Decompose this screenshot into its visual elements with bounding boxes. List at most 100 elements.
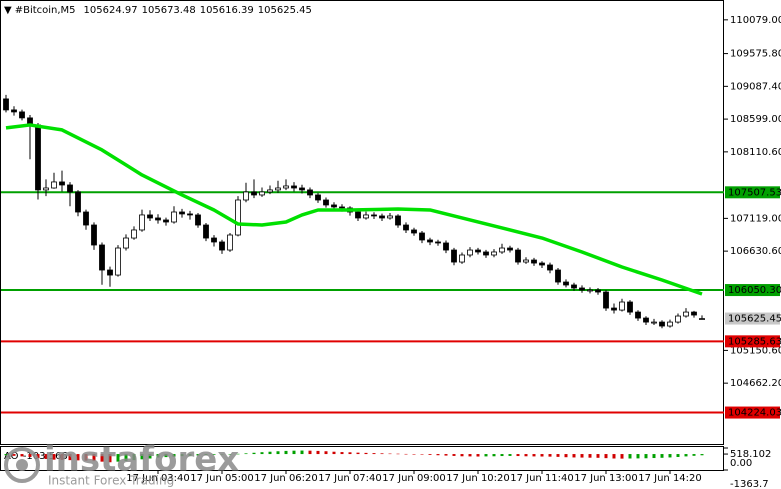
indicator-frame bbox=[0, 446, 724, 471]
header-high: 105673.48 bbox=[142, 5, 196, 16]
candle-body bbox=[363, 214, 369, 219]
candle-body bbox=[483, 251, 489, 256]
candle-body bbox=[603, 291, 609, 309]
indicator-bar bbox=[700, 454, 704, 456]
candle-body bbox=[139, 214, 145, 231]
indicator-bar bbox=[436, 454, 440, 456]
candle-body bbox=[659, 321, 665, 327]
candle-body bbox=[299, 187, 305, 191]
indicator-bar bbox=[500, 454, 504, 457]
level-label-box bbox=[725, 284, 780, 297]
header-open: 105624.97 bbox=[84, 5, 138, 16]
candle-body bbox=[11, 109, 17, 113]
y-tick-label: 110079.00 bbox=[730, 15, 781, 26]
level-label-box bbox=[725, 406, 780, 419]
indicator-bar bbox=[636, 454, 640, 459]
indicator-bar bbox=[404, 453, 408, 455]
x-tick-label: 17 Jun 03:40 bbox=[126, 473, 190, 484]
candle-body bbox=[243, 191, 249, 201]
indicator-bar bbox=[148, 454, 152, 459]
indicator-bar bbox=[364, 452, 368, 455]
indicator-bar bbox=[692, 454, 696, 456]
candle-body bbox=[587, 289, 593, 292]
x-tick-label: 17 Jun 10:20 bbox=[446, 473, 510, 484]
y-tick-label: 106630.60 bbox=[730, 246, 781, 257]
indicator-bar bbox=[84, 454, 88, 461]
indicator-bar bbox=[668, 454, 672, 458]
level-label: 106050.30 bbox=[728, 285, 781, 296]
indicator-bar bbox=[260, 452, 264, 455]
indicator-tick-label: 518.102 bbox=[730, 449, 771, 460]
y-tick-label: 109087.40 bbox=[730, 81, 781, 92]
indicator-bar bbox=[540, 454, 544, 457]
level-label-box bbox=[725, 186, 780, 199]
y-tick-label: 108110.60 bbox=[730, 147, 781, 158]
candle-body bbox=[419, 232, 425, 241]
indicator-bar bbox=[644, 454, 648, 459]
indicator-name: AO bbox=[4, 451, 19, 462]
candle-body bbox=[515, 249, 521, 263]
indicator-bar bbox=[556, 454, 560, 457]
indicator-bar bbox=[284, 450, 288, 455]
watermark-brand: instaforex bbox=[44, 440, 239, 480]
candle-body bbox=[699, 318, 705, 320]
candle-body bbox=[371, 214, 377, 217]
candle-body bbox=[563, 281, 569, 286]
indicator-bar bbox=[620, 454, 624, 459]
indicator-bar bbox=[420, 454, 424, 455]
indicator-bar bbox=[476, 454, 480, 457]
candle-body bbox=[635, 311, 641, 319]
indicator-bar bbox=[276, 451, 280, 455]
indicator-bar bbox=[188, 454, 192, 456]
candle-body bbox=[155, 217, 161, 221]
indicator-bar bbox=[292, 450, 296, 455]
indicator-bar bbox=[124, 454, 128, 462]
indicator-bar bbox=[268, 451, 272, 455]
indicator-bar bbox=[180, 454, 184, 457]
indicator-bar bbox=[244, 453, 248, 455]
indicator-bar bbox=[652, 454, 656, 459]
indicator-bar bbox=[60, 454, 64, 460]
indicator-bar bbox=[684, 454, 688, 457]
candle-body bbox=[323, 199, 329, 206]
candle-body bbox=[43, 187, 49, 191]
candle-body bbox=[307, 189, 313, 196]
indicator-bar bbox=[44, 454, 48, 459]
candle-body bbox=[3, 98, 9, 111]
candle-body bbox=[115, 247, 121, 276]
level-label-box bbox=[725, 335, 780, 348]
candle-body bbox=[75, 191, 81, 213]
candle-body bbox=[539, 262, 545, 266]
indicator-bar bbox=[372, 453, 376, 455]
candle-body bbox=[683, 311, 689, 317]
main-frame bbox=[0, 0, 724, 445]
y-tick-label: 108599.00 bbox=[730, 114, 781, 125]
price-label-box bbox=[725, 312, 780, 325]
indicator-bar bbox=[452, 454, 456, 456]
indicator-bar bbox=[348, 452, 352, 455]
indicator-bar bbox=[676, 454, 680, 457]
indicator-bar bbox=[628, 454, 632, 459]
candle-body bbox=[315, 194, 321, 201]
candle-body bbox=[387, 215, 393, 219]
candle-body bbox=[227, 234, 233, 251]
y-tick-label: 107119.00 bbox=[730, 213, 781, 224]
candle-body bbox=[211, 237, 217, 243]
candle-body bbox=[435, 241, 441, 244]
indicator-bar bbox=[316, 450, 320, 455]
indicator-bar bbox=[28, 454, 32, 457]
candle-body bbox=[467, 249, 473, 256]
candle-body bbox=[131, 229, 137, 239]
candle-body bbox=[531, 259, 537, 264]
indicator-bar bbox=[580, 454, 584, 458]
candle-body bbox=[627, 301, 633, 313]
indicator-bar bbox=[252, 452, 256, 455]
header-close: 105625.45 bbox=[258, 5, 312, 16]
candle-body bbox=[59, 181, 65, 186]
candle-body bbox=[555, 269, 561, 283]
candle-body bbox=[595, 289, 601, 293]
indicator-bar bbox=[388, 453, 392, 455]
x-tick-label: 17 Jun 13:00 bbox=[574, 473, 638, 484]
